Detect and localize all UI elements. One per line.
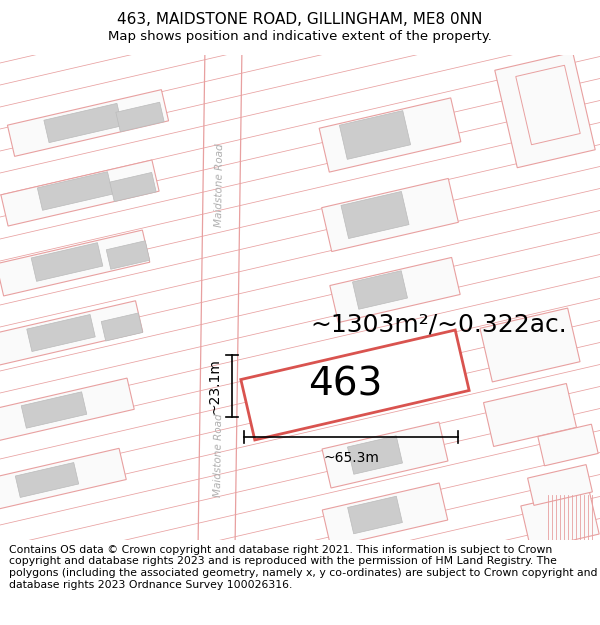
Text: ~1303m²/~0.322ac.: ~1303m²/~0.322ac. bbox=[310, 313, 567, 337]
Polygon shape bbox=[516, 65, 580, 145]
Polygon shape bbox=[101, 313, 143, 341]
Polygon shape bbox=[319, 98, 461, 172]
Polygon shape bbox=[106, 241, 150, 269]
Polygon shape bbox=[27, 314, 95, 351]
Polygon shape bbox=[341, 191, 409, 239]
Polygon shape bbox=[44, 103, 122, 142]
Polygon shape bbox=[347, 496, 403, 534]
Polygon shape bbox=[1, 160, 159, 226]
Text: Maidstone Road: Maidstone Road bbox=[213, 413, 224, 497]
Polygon shape bbox=[110, 173, 156, 202]
Text: Map shows position and indicative extent of the property.: Map shows position and indicative extent… bbox=[108, 30, 492, 43]
Polygon shape bbox=[322, 422, 448, 488]
Polygon shape bbox=[116, 102, 164, 132]
Polygon shape bbox=[7, 89, 169, 156]
Polygon shape bbox=[521, 490, 599, 550]
Polygon shape bbox=[480, 308, 580, 382]
Polygon shape bbox=[0, 378, 134, 442]
Polygon shape bbox=[527, 464, 592, 506]
Polygon shape bbox=[484, 384, 577, 446]
Polygon shape bbox=[347, 436, 403, 474]
Text: ~23.1m: ~23.1m bbox=[208, 358, 222, 414]
Text: ~65.3m: ~65.3m bbox=[323, 451, 379, 465]
Text: 463, MAIDSTONE ROAD, GILLINGHAM, ME8 0NN: 463, MAIDSTONE ROAD, GILLINGHAM, ME8 0NN bbox=[118, 12, 482, 27]
Polygon shape bbox=[352, 271, 407, 309]
Polygon shape bbox=[31, 242, 103, 281]
Polygon shape bbox=[322, 179, 458, 251]
Polygon shape bbox=[0, 230, 150, 296]
Text: Contains OS data © Crown copyright and database right 2021. This information is : Contains OS data © Crown copyright and d… bbox=[9, 545, 598, 589]
Polygon shape bbox=[241, 330, 469, 440]
Polygon shape bbox=[330, 258, 460, 322]
Polygon shape bbox=[340, 111, 410, 159]
Polygon shape bbox=[15, 462, 79, 498]
Polygon shape bbox=[0, 301, 143, 365]
Polygon shape bbox=[37, 172, 113, 210]
Text: Maidstone Road: Maidstone Road bbox=[214, 143, 225, 227]
Polygon shape bbox=[495, 52, 595, 168]
Polygon shape bbox=[322, 483, 448, 547]
Polygon shape bbox=[0, 448, 126, 512]
Polygon shape bbox=[21, 392, 87, 428]
Text: 463: 463 bbox=[308, 366, 382, 404]
Polygon shape bbox=[538, 424, 598, 466]
